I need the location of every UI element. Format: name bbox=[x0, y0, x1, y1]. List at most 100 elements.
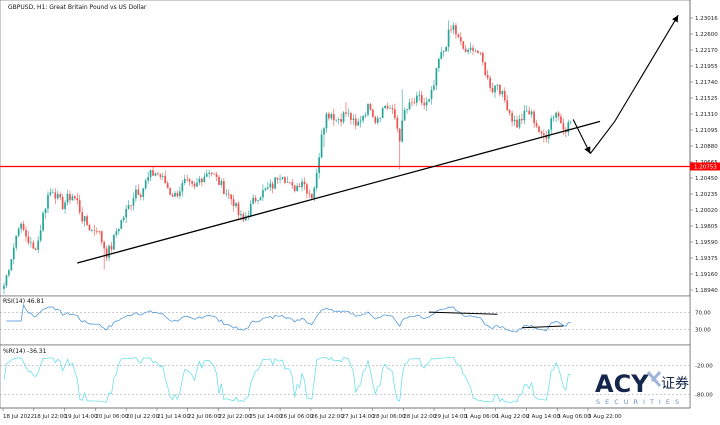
candle-body bbox=[179, 191, 181, 197]
candle-body bbox=[530, 111, 533, 115]
candle bbox=[450, 25, 452, 33]
candle bbox=[115, 228, 118, 238]
candle-body bbox=[281, 177, 284, 180]
candle bbox=[330, 112, 333, 121]
candle-body bbox=[32, 242, 35, 249]
candle bbox=[37, 236, 40, 254]
candle bbox=[3, 282, 5, 295]
williams-pane-title: %R(14) -36.31 bbox=[3, 348, 47, 355]
candle bbox=[513, 115, 516, 127]
candle-body bbox=[244, 216, 247, 221]
candle-body bbox=[381, 108, 384, 118]
candle bbox=[384, 105, 386, 109]
candle-body bbox=[232, 199, 235, 207]
candle-body bbox=[188, 179, 191, 182]
support-level-label: 1.20753 bbox=[694, 164, 717, 170]
candle bbox=[257, 199, 259, 205]
candle-body bbox=[328, 113, 330, 119]
candle bbox=[32, 240, 35, 250]
candle bbox=[381, 107, 384, 119]
candle-body bbox=[152, 170, 154, 176]
candle-body bbox=[367, 103, 369, 115]
price-pane: GBPUSD, H1: Great Britain Pound vs US Do… bbox=[0, 0, 720, 408]
candle-body bbox=[455, 25, 457, 35]
time-tick-label: 19 Jul 14:00 bbox=[65, 414, 98, 420]
candle-body bbox=[425, 101, 428, 106]
candle-body bbox=[435, 68, 438, 86]
candle-body bbox=[415, 95, 418, 103]
candle bbox=[538, 125, 540, 133]
candle bbox=[354, 114, 357, 130]
rsi-level-label: 70.00 bbox=[695, 311, 711, 317]
forecast-arrow-down bbox=[572, 119, 591, 154]
price-pane-title: GBPUSD, H1: Great Britain Pound vs US Do… bbox=[8, 4, 147, 11]
time-tick-label: 29 Jul 14:00 bbox=[434, 414, 467, 420]
candle bbox=[362, 115, 364, 124]
candle-body bbox=[503, 90, 506, 101]
candle-body bbox=[354, 118, 357, 126]
candle-body bbox=[49, 192, 52, 195]
candle-body bbox=[108, 245, 110, 258]
candle-body bbox=[78, 200, 81, 213]
candle bbox=[567, 119, 570, 136]
candle bbox=[10, 259, 13, 271]
price-tick-label: 1.19805 bbox=[695, 224, 718, 230]
candle bbox=[442, 50, 445, 57]
candle-body bbox=[144, 180, 147, 189]
candle-body bbox=[535, 123, 538, 127]
candle-body bbox=[445, 46, 448, 52]
candle bbox=[357, 118, 360, 126]
candle bbox=[418, 90, 421, 101]
candle-body bbox=[161, 175, 164, 177]
candle bbox=[66, 189, 69, 206]
candle bbox=[203, 172, 206, 184]
candle bbox=[98, 230, 101, 234]
candle bbox=[232, 194, 235, 212]
williams-layer: -20.00 -80.00 bbox=[0, 356, 713, 403]
candle-body bbox=[274, 177, 277, 189]
candle-body bbox=[130, 205, 132, 206]
candle bbox=[530, 109, 533, 118]
candle bbox=[127, 200, 130, 210]
time-tick-label: 28 Jul 22:00 bbox=[403, 414, 436, 420]
candle bbox=[64, 200, 66, 214]
candle-body bbox=[110, 245, 113, 250]
candle bbox=[518, 114, 521, 129]
candle-body bbox=[479, 52, 482, 54]
candle-body bbox=[337, 119, 340, 120]
candle bbox=[179, 186, 181, 199]
candle bbox=[315, 168, 318, 192]
time-tick-label: 22 Jul 22:00 bbox=[219, 414, 252, 420]
candle-body bbox=[252, 197, 255, 204]
candle-body bbox=[191, 181, 193, 184]
candle-body bbox=[511, 112, 513, 122]
candle-body bbox=[240, 214, 242, 216]
candle bbox=[73, 195, 76, 201]
candle bbox=[347, 108, 350, 117]
candle-body bbox=[345, 112, 347, 114]
candle bbox=[230, 194, 233, 205]
candle-body bbox=[491, 87, 494, 93]
candle bbox=[342, 111, 345, 124]
candle bbox=[276, 177, 279, 184]
candle bbox=[8, 268, 10, 278]
candle bbox=[557, 111, 560, 121]
candle-body bbox=[494, 85, 496, 93]
candle-body bbox=[508, 110, 511, 113]
candle bbox=[459, 32, 462, 46]
candle-body bbox=[100, 231, 103, 243]
candle bbox=[511, 110, 513, 127]
candle-body bbox=[499, 84, 501, 95]
candle bbox=[135, 185, 137, 202]
candle bbox=[323, 127, 325, 148]
candle-body bbox=[306, 184, 308, 194]
candle bbox=[352, 114, 355, 125]
candle-body bbox=[259, 197, 262, 201]
candle bbox=[130, 205, 132, 211]
candle-body bbox=[44, 208, 47, 213]
candle-body bbox=[457, 34, 460, 38]
candle-body bbox=[174, 192, 176, 197]
candle-body bbox=[396, 117, 399, 129]
candle bbox=[501, 90, 504, 98]
candle bbox=[435, 67, 438, 91]
